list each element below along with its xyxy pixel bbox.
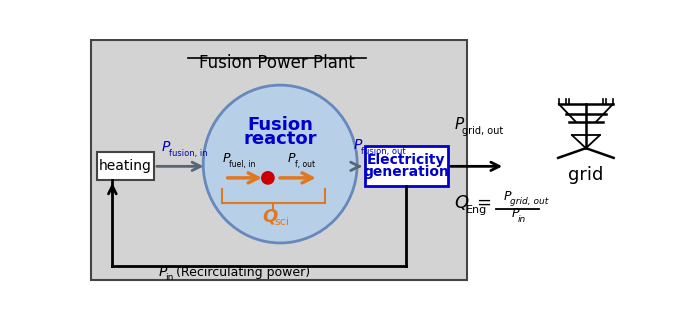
Text: heating: heating [99,159,152,173]
Text: sci: sci [274,217,289,227]
FancyBboxPatch shape [97,152,154,180]
Text: grid, out: grid, out [510,197,549,206]
Text: Q: Q [262,207,278,225]
Text: reactor: reactor [244,130,317,148]
Text: P: P [223,152,230,166]
Text: generation: generation [363,166,449,179]
Text: P: P [454,117,463,132]
Text: fuel, in: fuel, in [230,160,256,169]
Circle shape [262,172,274,184]
Text: Electricity: Electricity [368,153,446,167]
Ellipse shape [203,85,357,243]
Text: P: P [354,138,362,152]
Text: in: in [518,215,526,224]
FancyBboxPatch shape [365,146,448,187]
Text: fusion, in: fusion, in [169,149,207,158]
Text: (Recirculating power): (Recirculating power) [172,266,310,279]
Text: grid, out: grid, out [462,126,503,136]
Text: f, out: f, out [295,160,315,169]
Text: P: P [288,152,295,166]
Text: fusion, out: fusion, out [361,147,406,156]
Text: Fusion Power Plant: Fusion Power Plant [199,54,355,72]
Text: P: P [503,190,511,203]
Text: P: P [158,265,167,279]
Text: Fusion: Fusion [247,116,313,134]
Text: P: P [511,207,519,220]
Text: grid: grid [568,166,603,184]
Text: Eng: Eng [466,205,487,215]
Text: in: in [165,273,174,282]
Text: Q: Q [454,194,468,212]
Text: =: = [476,194,491,212]
Text: P: P [162,140,170,154]
FancyBboxPatch shape [91,40,466,280]
